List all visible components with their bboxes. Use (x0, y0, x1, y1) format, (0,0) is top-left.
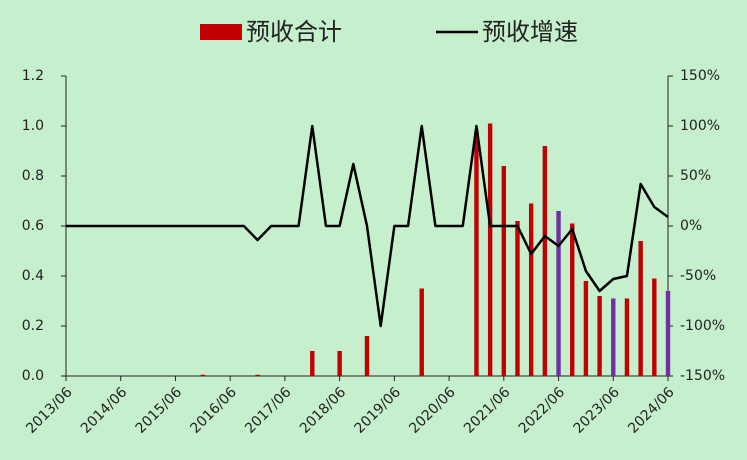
bar (638, 241, 643, 376)
x-tick-label: 2020/06 (406, 384, 459, 437)
x-tick-label: 2013/06 (23, 384, 76, 437)
x-tick-label: 2015/06 (133, 384, 186, 437)
legend-label: 预收合计 (246, 18, 342, 46)
y2-tick-label: 150% (680, 68, 720, 84)
bar (310, 351, 315, 376)
x-tick-label: 2018/06 (297, 384, 350, 437)
y-tick-label: 1.2 (22, 68, 44, 84)
bar (624, 298, 630, 376)
bar (487, 123, 493, 376)
y-tick-label: 0.6 (22, 218, 44, 234)
x-tick-label: 2022/06 (516, 384, 569, 437)
x-tick-label: 2014/06 (78, 384, 131, 437)
bar (200, 374, 206, 376)
legend-swatch (200, 24, 242, 40)
bar (337, 351, 342, 376)
y2-tick-label: 100% (680, 118, 720, 134)
bar (474, 131, 479, 376)
bar (419, 288, 424, 376)
bar (665, 291, 671, 376)
bar (611, 298, 616, 376)
bar (542, 146, 548, 376)
y-tick-label: 0.4 (22, 268, 44, 284)
x-tick-label: 2019/06 (352, 384, 405, 437)
x-tick-label: 2016/06 (187, 384, 240, 437)
x-tick-label: 2023/06 (570, 384, 623, 437)
y2-tick-label: 50% (680, 168, 711, 184)
bar (528, 203, 534, 376)
x-tick-label: 2021/06 (461, 384, 514, 437)
bar (501, 166, 507, 376)
line (66, 124, 669, 328)
bar (652, 278, 657, 376)
bar (570, 223, 575, 376)
bar (515, 221, 520, 376)
legend-label: 预收增速 (482, 18, 578, 46)
y2-tick-label: -50% (680, 268, 716, 284)
bar (583, 281, 589, 376)
y-tick-label: 0.8 (22, 168, 44, 184)
bar (597, 296, 602, 376)
y2-tick-label: -100% (680, 318, 725, 334)
bar (255, 374, 260, 376)
y-tick-label: 1.0 (22, 118, 44, 134)
y2-tick-label: 0% (680, 218, 702, 234)
bar (364, 336, 370, 376)
x-tick-label: 2017/06 (242, 384, 295, 437)
y-tick-label: 0.2 (22, 318, 44, 334)
bar (556, 211, 561, 376)
y2-tick-label: -150% (680, 368, 725, 384)
x-tick-label: 2024/06 (625, 384, 678, 437)
y-tick-label: 0.0 (22, 368, 44, 384)
